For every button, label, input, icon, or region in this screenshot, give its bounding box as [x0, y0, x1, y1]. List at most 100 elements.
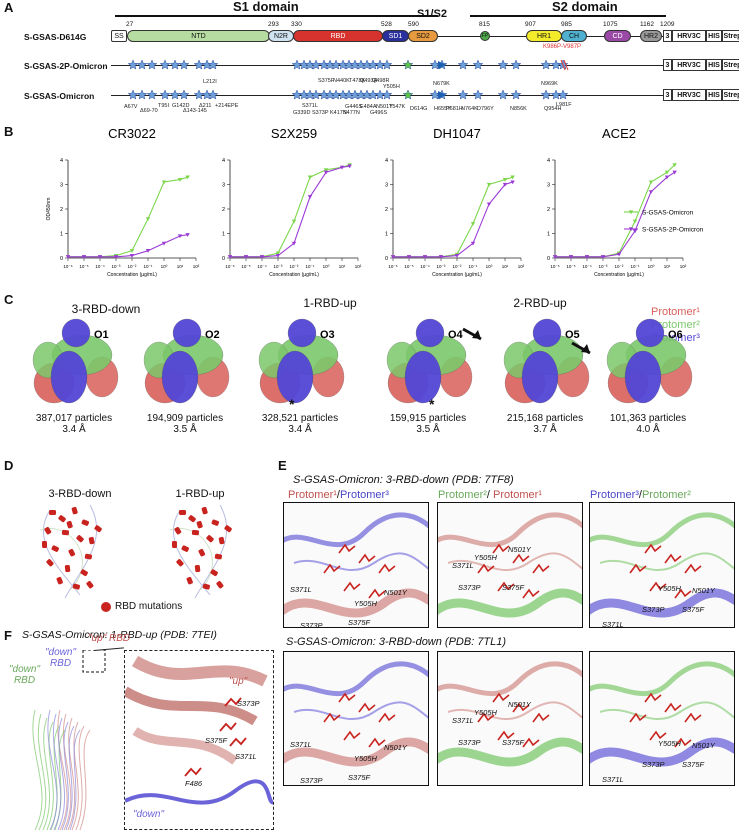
f-down-blue-1: "down" [45, 647, 77, 658]
star-2p-6 [193, 59, 205, 70]
mut-label-l212i: L212I [203, 79, 217, 85]
e-ribbon-a-1-0 [284, 737, 428, 767]
xtick-label-2-4: 10⁻² [453, 264, 462, 269]
point-0-1-1 [81, 255, 87, 259]
map-o5-label: O5 [565, 329, 580, 341]
map-o2-protomer3-top [172, 318, 202, 348]
xtick-label-1-4: 10⁻² [290, 264, 299, 269]
e-res-0-0-0: S371L [290, 585, 312, 594]
e-sidechain-0-2-2 [664, 553, 682, 564]
e-res-1-1-4: N501Y [508, 700, 531, 709]
xtick-label-0-6: 10⁰ [161, 264, 168, 269]
star-2p-30 [510, 59, 522, 70]
d-1up-mut-4 [174, 526, 182, 535]
e-h2-a: Protomer² [438, 489, 487, 501]
star-2p-27 [457, 59, 469, 70]
mut-label-p681h: P681H [446, 106, 463, 112]
xtick-label-1-2: 10⁻⁴ [257, 264, 266, 269]
e-res-0-0-1: S373P [300, 621, 323, 628]
star-2p-4 [169, 59, 181, 70]
mut-label-n969k: N969K [541, 81, 558, 87]
particles-o1: 387,017 particles [35, 413, 113, 424]
f-res-f486: F486 [185, 779, 203, 788]
point-2-1-4 [454, 253, 460, 258]
star-om-1 [136, 89, 148, 100]
d-1up-mut-3 [211, 519, 220, 526]
map-caption-o1: 387,017 particles 3.4 Å [24, 413, 124, 435]
resolution-o1: 3.4 Å [62, 424, 86, 435]
resolution-o4: 3.5 Å [416, 424, 440, 435]
e-sidechain-0-0-3 [378, 563, 396, 574]
e-res-1-2-0: S371L [602, 775, 624, 784]
point-2-1-1 [406, 255, 412, 259]
e-sidechain-0-1-3 [532, 563, 550, 574]
pos-528: 528 [381, 21, 392, 28]
e-h2-sep: / [486, 489, 494, 501]
mut-label-s375f: S375F [318, 78, 335, 84]
map-o5-protomer3-top [532, 318, 562, 348]
pos-1075: 1075 [603, 21, 618, 28]
e-sidechain-1-2-1 [649, 730, 667, 741]
f-trace-2-4 [65, 725, 75, 831]
d-3down-mut-8 [51, 545, 59, 552]
xtick-label-0-2: 10⁻⁴ [95, 264, 104, 269]
map-caption-o5: 215,168 particles 3.7 Å [495, 413, 595, 435]
f-inset-sheet-1 [131, 655, 268, 687]
mut-label-q493r: Q493R [360, 78, 378, 84]
e-header-2: Protomer²/ Protomer¹ [438, 489, 542, 501]
d-1up-mut-8 [181, 545, 189, 552]
ytick-label-2-0: 0 [385, 256, 388, 262]
chart-title-2: DH1047 [433, 126, 481, 141]
mut-label-g446s: G446S [345, 104, 363, 110]
star-2p-31 [540, 59, 552, 70]
xtick-label-3-4: 10⁻² [615, 264, 624, 269]
x-label-3: Concentration (µg/mL) [594, 272, 644, 278]
e-sidechain-0-2-1 [649, 581, 667, 592]
point-0-1-4 [129, 253, 135, 258]
mut-label-a67v: A67V [124, 104, 138, 110]
e-sidechain-0-0-5 [368, 588, 386, 599]
e-structure-svg-0-1 [438, 512, 582, 618]
ytick-label-1-3: 3 [222, 183, 225, 189]
panel-label-d: D [4, 458, 14, 473]
s1-bracket [115, 15, 438, 17]
e-ribbon-b-0-2 [590, 512, 734, 547]
xtick-label-0-5: 10⁻¹ [144, 264, 153, 269]
d-1up-mut-18 [224, 525, 232, 533]
e-ribbon-a-0-1 [438, 588, 582, 618]
d-3down-mut-13 [80, 569, 88, 577]
star-om-8 [207, 89, 219, 100]
d-1up-mut-17 [171, 540, 178, 549]
domain-hr1: HR1 [526, 30, 562, 42]
point-3-1-3 [600, 255, 606, 259]
ytick-label-0-2: 2 [60, 207, 63, 213]
map-o2-label: O2 [205, 329, 220, 341]
group-title-2up: 2-RBD-up [513, 296, 567, 310]
map-o1-label: O1 [94, 329, 109, 341]
point-0-1-6 [161, 241, 167, 246]
tag-1-1: HRV3C [672, 59, 706, 71]
e-ribbon-a-0-0 [284, 588, 428, 618]
point-2-0-6 [486, 182, 492, 187]
e-structure-svg-0-2 [590, 512, 734, 618]
star-om-28 [472, 89, 484, 100]
xtick-label-2-1: 10⁻⁵ [404, 264, 413, 269]
mut-label-d614g: D614G [410, 106, 428, 112]
star-om-24 [402, 89, 414, 100]
f-inset: "up" "down" S373P S375F S371L F486 [124, 650, 274, 830]
point-1-0-3 [275, 251, 281, 256]
point-1-1-1 [243, 255, 249, 259]
xtick-label-2-6: 10⁰ [486, 264, 493, 269]
e-res-0-1-2: S375F [502, 583, 525, 592]
s1s2-title: S1/S2 [417, 8, 447, 20]
e-res-0-1-1: S373P [458, 583, 481, 592]
star-om-23 [381, 89, 393, 100]
xtick-label-2-0: 10⁻⁶ [388, 264, 397, 269]
f-trace-1-2 [42, 717, 51, 831]
d-3down-mut-0 [49, 510, 56, 515]
panel-label-b: B [4, 124, 14, 139]
chart-title-0: CR3022 [108, 126, 156, 141]
d-3down-mut-16 [86, 581, 94, 589]
mut-label-n440k: N440K [333, 78, 350, 84]
map-caption-o3: 328,521 particles 3.4 Å [250, 413, 350, 435]
